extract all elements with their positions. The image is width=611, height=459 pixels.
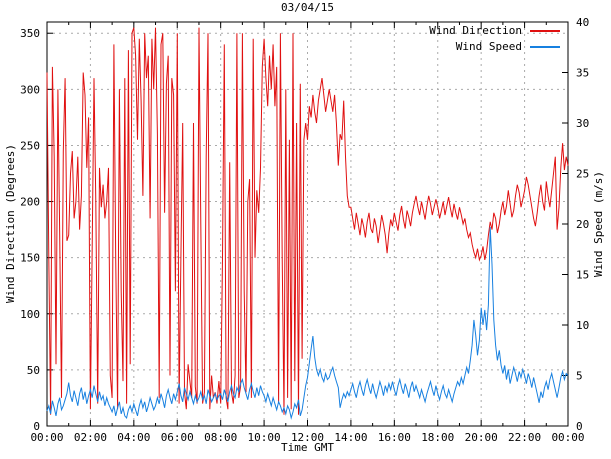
- x-tick-label: 14:00: [334, 431, 367, 444]
- series-wind-direction: [46, 27, 569, 415]
- y-tick-label-right: 15: [576, 269, 589, 282]
- y-tick-label-left: 300: [20, 83, 40, 96]
- series-group-1: [46, 226, 569, 420]
- legend-item-wind-direction: Wind Direction: [429, 24, 560, 37]
- x-tick-label: 22:00: [508, 431, 541, 444]
- y-tick-label-right: 40: [576, 16, 589, 29]
- legend-swatch-wind-speed: [530, 45, 560, 48]
- x-axis-label: Time GMT: [281, 441, 334, 454]
- x-tick-label: 10:00: [248, 431, 281, 444]
- grid: [47, 22, 568, 426]
- legend-label-wind-direction: Wind Direction: [429, 24, 522, 37]
- x-tick-label: 06:00: [161, 431, 194, 444]
- x-tick-label: 08:00: [204, 431, 237, 444]
- x-tick-label: 04:00: [117, 431, 150, 444]
- x-tick-label: 20:00: [465, 431, 498, 444]
- y-tick-label-right: 25: [576, 168, 589, 181]
- y-tick-label-left: 150: [20, 252, 40, 265]
- x-axis: 00:00 02:00 04:00 06:00 08:00 10:00 12:00 14:00…: [30, 22, 585, 444]
- y-tick-label-left: 100: [20, 308, 40, 321]
- x-tick-label: 16:00: [378, 431, 411, 444]
- x-tick-label: 00:00: [551, 431, 584, 444]
- series-wind-speed: [46, 226, 569, 420]
- y-tick-label-right: 10: [576, 319, 589, 332]
- y-tick-label-left: 250: [20, 139, 40, 152]
- x-tick-label: 18:00: [421, 431, 454, 444]
- chart-title: 03/04/15: [281, 1, 334, 14]
- y-tick-label-left: 0: [33, 420, 40, 433]
- x-tick-label: 00:00: [30, 431, 63, 444]
- x-tick-label: 02:00: [74, 431, 107, 444]
- y-tick-label-left: 200: [20, 196, 40, 209]
- legend-swatch-wind-direction: [530, 29, 560, 32]
- y-tick-label-right: 5: [576, 370, 583, 383]
- y-axis-label-right: Wind Speed (m/s): [592, 171, 605, 277]
- y-axis-right: 0 5 10 15 20 25 30 35 40: [562, 16, 589, 433]
- legend-label-wind-speed: Wind Speed: [455, 40, 522, 53]
- x-tick-label: 12:00: [291, 431, 324, 444]
- legend-item-wind-speed: Wind Speed: [456, 40, 560, 53]
- y-tick-label-left: 50: [27, 364, 40, 377]
- y-tick-label-right: 0: [576, 420, 583, 433]
- y-tick-label-right: 20: [576, 218, 589, 231]
- y-tick-label-left: 350: [20, 27, 40, 40]
- legend: Wind Direction Wind Speed: [429, 24, 560, 53]
- y-tick-label-right: 35: [576, 67, 589, 80]
- y-axis-left: 0 50 100 150 200 250 300 350: [20, 27, 53, 433]
- y-axis-label-left: Wind Direction (Degrees): [4, 144, 17, 304]
- y-tick-label-right: 30: [576, 117, 589, 130]
- series-group-0: [46, 27, 569, 415]
